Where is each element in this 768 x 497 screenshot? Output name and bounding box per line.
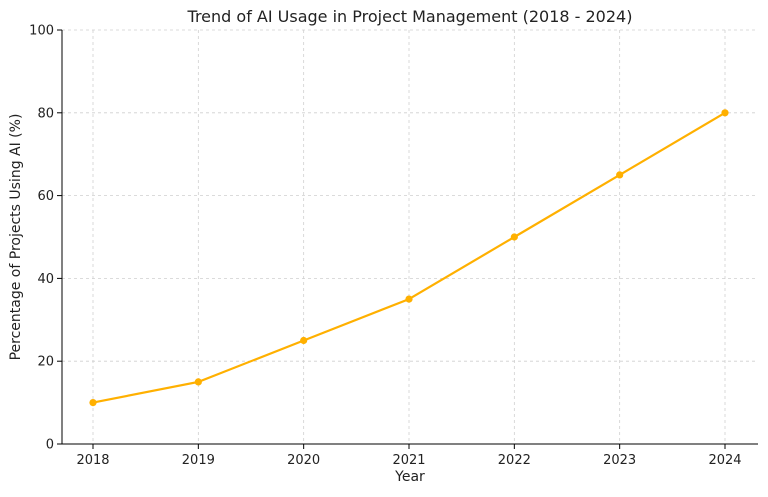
y-tick-label: 80: [37, 106, 54, 121]
data-point: [616, 171, 624, 179]
x-tick-label: 2018: [76, 453, 109, 468]
x-tick-label: 2024: [708, 453, 741, 468]
data-point: [721, 109, 729, 117]
y-tick-label: 20: [37, 355, 54, 370]
plot-area: 2018 2019 2020 2021 2022 2023 2024 0 20 40 60 80 100: [29, 24, 758, 468]
y-axis-label: Percentage of Projects Using AI (%): [8, 114, 24, 361]
x-tick-label: 2022: [498, 453, 531, 468]
data-point: [300, 336, 308, 345]
y-tick-label: 100: [29, 24, 54, 39]
data-point: [510, 233, 518, 241]
y-tick-label: 60: [37, 189, 54, 204]
x-tick-label: 2021: [392, 453, 425, 468]
x-axis-label: Year: [394, 469, 425, 485]
x-tick-label: 2019: [182, 453, 215, 468]
data-point: [89, 399, 97, 407]
y-tick-label: 40: [37, 272, 54, 287]
x-tick-label: 2023: [603, 453, 636, 468]
data-point: [405, 295, 413, 303]
chart-title: Trend of AI Usage in Project Management …: [187, 7, 633, 26]
data-point: [194, 378, 202, 386]
y-tick-label: 0: [46, 438, 54, 453]
x-tick-label: 2020: [287, 453, 320, 468]
